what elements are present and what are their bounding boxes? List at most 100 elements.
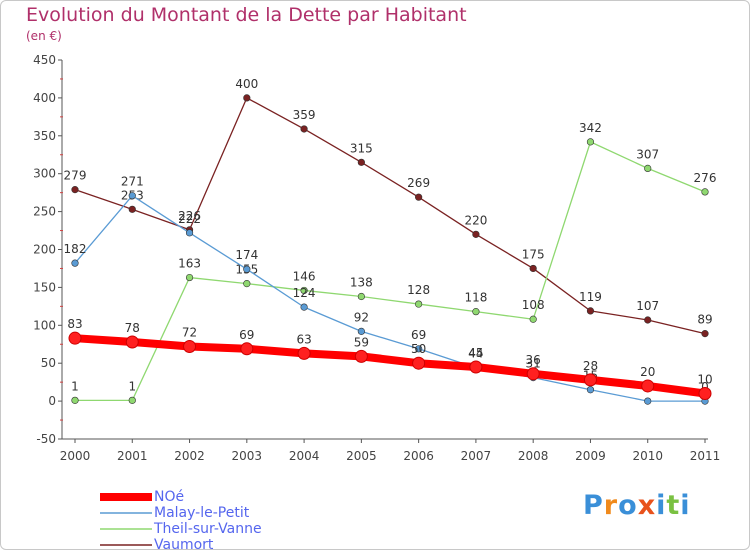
x-tick-label: 2011 — [690, 449, 721, 463]
y-tick-label: 50 — [41, 356, 56, 370]
data-point-no — [240, 342, 254, 356]
data-point-theil-sur-vanne — [71, 396, 79, 404]
chart-title: Evolution du Montant de la Dette par Hab… — [26, 4, 467, 26]
y-tick-label: 300 — [33, 167, 56, 181]
data-point-theil-sur-vanne — [415, 300, 423, 308]
data-point-theil-sur-vanne — [185, 273, 194, 282]
data-point-malay-le-petit — [644, 397, 652, 405]
x-tick-label: 2002 — [174, 449, 205, 463]
data-label-no: 59 — [354, 335, 369, 349]
data-point-no — [354, 349, 368, 363]
y-tick-label: 0 — [48, 394, 56, 408]
data-point-theil-sur-vanne — [128, 396, 136, 404]
data-label-vaumort: 269 — [407, 176, 430, 190]
data-label-no: 69 — [239, 328, 254, 342]
data-point-vaumort — [357, 158, 365, 166]
x-tick-label: 2009 — [575, 449, 606, 463]
data-label-theil-sur-vanne: 276 — [694, 171, 717, 185]
legend-item-vaumort: Vaumort — [100, 537, 262, 553]
data-point-malay-le-petit — [71, 259, 79, 267]
data-point-malay-le-petit — [185, 229, 194, 237]
data-point-theil-sur-vanne — [701, 188, 709, 196]
data-label-theil-sur-vanne: 307 — [636, 147, 659, 161]
x-tick-label: 2001 — [117, 449, 148, 463]
series-line-theil-sur-vanne — [75, 141, 706, 401]
data-label-malay-le-petit: 31 — [526, 357, 541, 371]
data-point-theil-sur-vanne — [300, 286, 308, 295]
data-point-no — [526, 367, 540, 381]
data-label-no: 10 — [697, 373, 712, 387]
data-point-vaumort — [128, 205, 136, 213]
y-tick-label: 350 — [33, 129, 56, 143]
proxiti-logo: Proxiti — [583, 490, 691, 521]
data-point-vaumort — [586, 307, 595, 315]
x-tick-label: 2000 — [60, 449, 91, 463]
data-label-malay-le-petit: 222 — [178, 212, 201, 226]
legend-label-theil: Theil-sur-Vanne — [154, 521, 262, 537]
legend-item-theil: Theil-sur-Vanne — [100, 521, 262, 537]
data-label-theil-sur-vanne: 108 — [522, 298, 545, 312]
data-point-no — [297, 346, 311, 360]
data-label-theil-sur-vanne: 146 — [293, 269, 316, 283]
data-point-malay-le-petit — [415, 345, 423, 353]
legend-label-noe: NOé — [154, 489, 185, 505]
data-point-vaumort — [243, 94, 251, 102]
data-point-vaumort — [472, 230, 480, 238]
y-tick-label: 200 — [33, 243, 56, 257]
y-tick-label: -50 — [36, 432, 56, 446]
data-label-no: 36 — [526, 353, 541, 367]
y-tick-label: 450 — [33, 53, 56, 67]
data-point-theil-sur-vanne — [357, 292, 365, 301]
x-tick-label: 2004 — [289, 449, 320, 463]
data-label-theil-sur-vanne: 1 — [128, 379, 136, 393]
data-label-malay-le-petit: 271 — [121, 175, 144, 189]
data-label-vaumort: 220 — [464, 213, 487, 227]
data-label-theil-sur-vanne: 342 — [579, 121, 602, 135]
data-label-theil-sur-vanne: 1 — [71, 379, 79, 393]
data-point-vaumort — [644, 316, 652, 324]
data-point-malay-le-petit — [300, 303, 308, 311]
data-label-vaumort: 89 — [697, 313, 712, 327]
data-point-theil-sur-vanne — [529, 315, 537, 323]
data-point-no — [68, 331, 82, 345]
data-label-theil-sur-vanne: 118 — [464, 291, 487, 305]
data-label-no: 72 — [182, 326, 197, 340]
data-label-no: 78 — [125, 321, 140, 335]
data-point-theil-sur-vanne — [472, 308, 480, 316]
data-point-no — [641, 379, 655, 393]
data-label-no: 28 — [583, 359, 598, 373]
data-point-malay-le-petit — [357, 327, 365, 335]
x-tick-label: 2007 — [461, 449, 492, 463]
series-line-malay-le-petit — [74, 195, 705, 402]
x-tick-label: 2008 — [518, 449, 549, 463]
data-point-malay-le-petit — [128, 192, 136, 200]
data-point-vaumort — [529, 264, 537, 273]
legend-swatch-theil — [100, 528, 152, 530]
data-point-theil-sur-vanne — [644, 164, 652, 172]
x-tick-label: 2003 — [232, 449, 263, 463]
series-line-no — [74, 334, 706, 398]
x-tick-label: 2010 — [632, 449, 663, 463]
data-label-no: 50 — [411, 342, 426, 356]
data-point-vaumort — [71, 186, 79, 194]
legend-swatch-malay — [100, 512, 152, 514]
data-point-no — [125, 335, 139, 349]
legend-item-noe: NOé — [100, 489, 262, 505]
data-point-malay-le-petit — [586, 386, 595, 394]
legend-label-malay: Malay-le-Petit — [154, 505, 250, 521]
data-label-no: 83 — [67, 317, 82, 331]
legend-swatch-noe — [100, 493, 152, 501]
y-tick-label: 250 — [33, 205, 56, 219]
data-label-malay-le-petit: 124 — [293, 286, 316, 300]
data-point-no — [698, 387, 712, 401]
y-tick-label: 100 — [33, 318, 56, 332]
data-point-no — [469, 360, 483, 374]
y-tick-label: 150 — [33, 280, 56, 294]
data-label-vaumort: 279 — [64, 169, 87, 183]
data-label-vaumort: 107 — [636, 299, 659, 313]
data-label-vaumort: 315 — [350, 141, 373, 155]
data-label-vaumort: 359 — [293, 108, 316, 122]
x-tick-label: 2006 — [403, 449, 434, 463]
